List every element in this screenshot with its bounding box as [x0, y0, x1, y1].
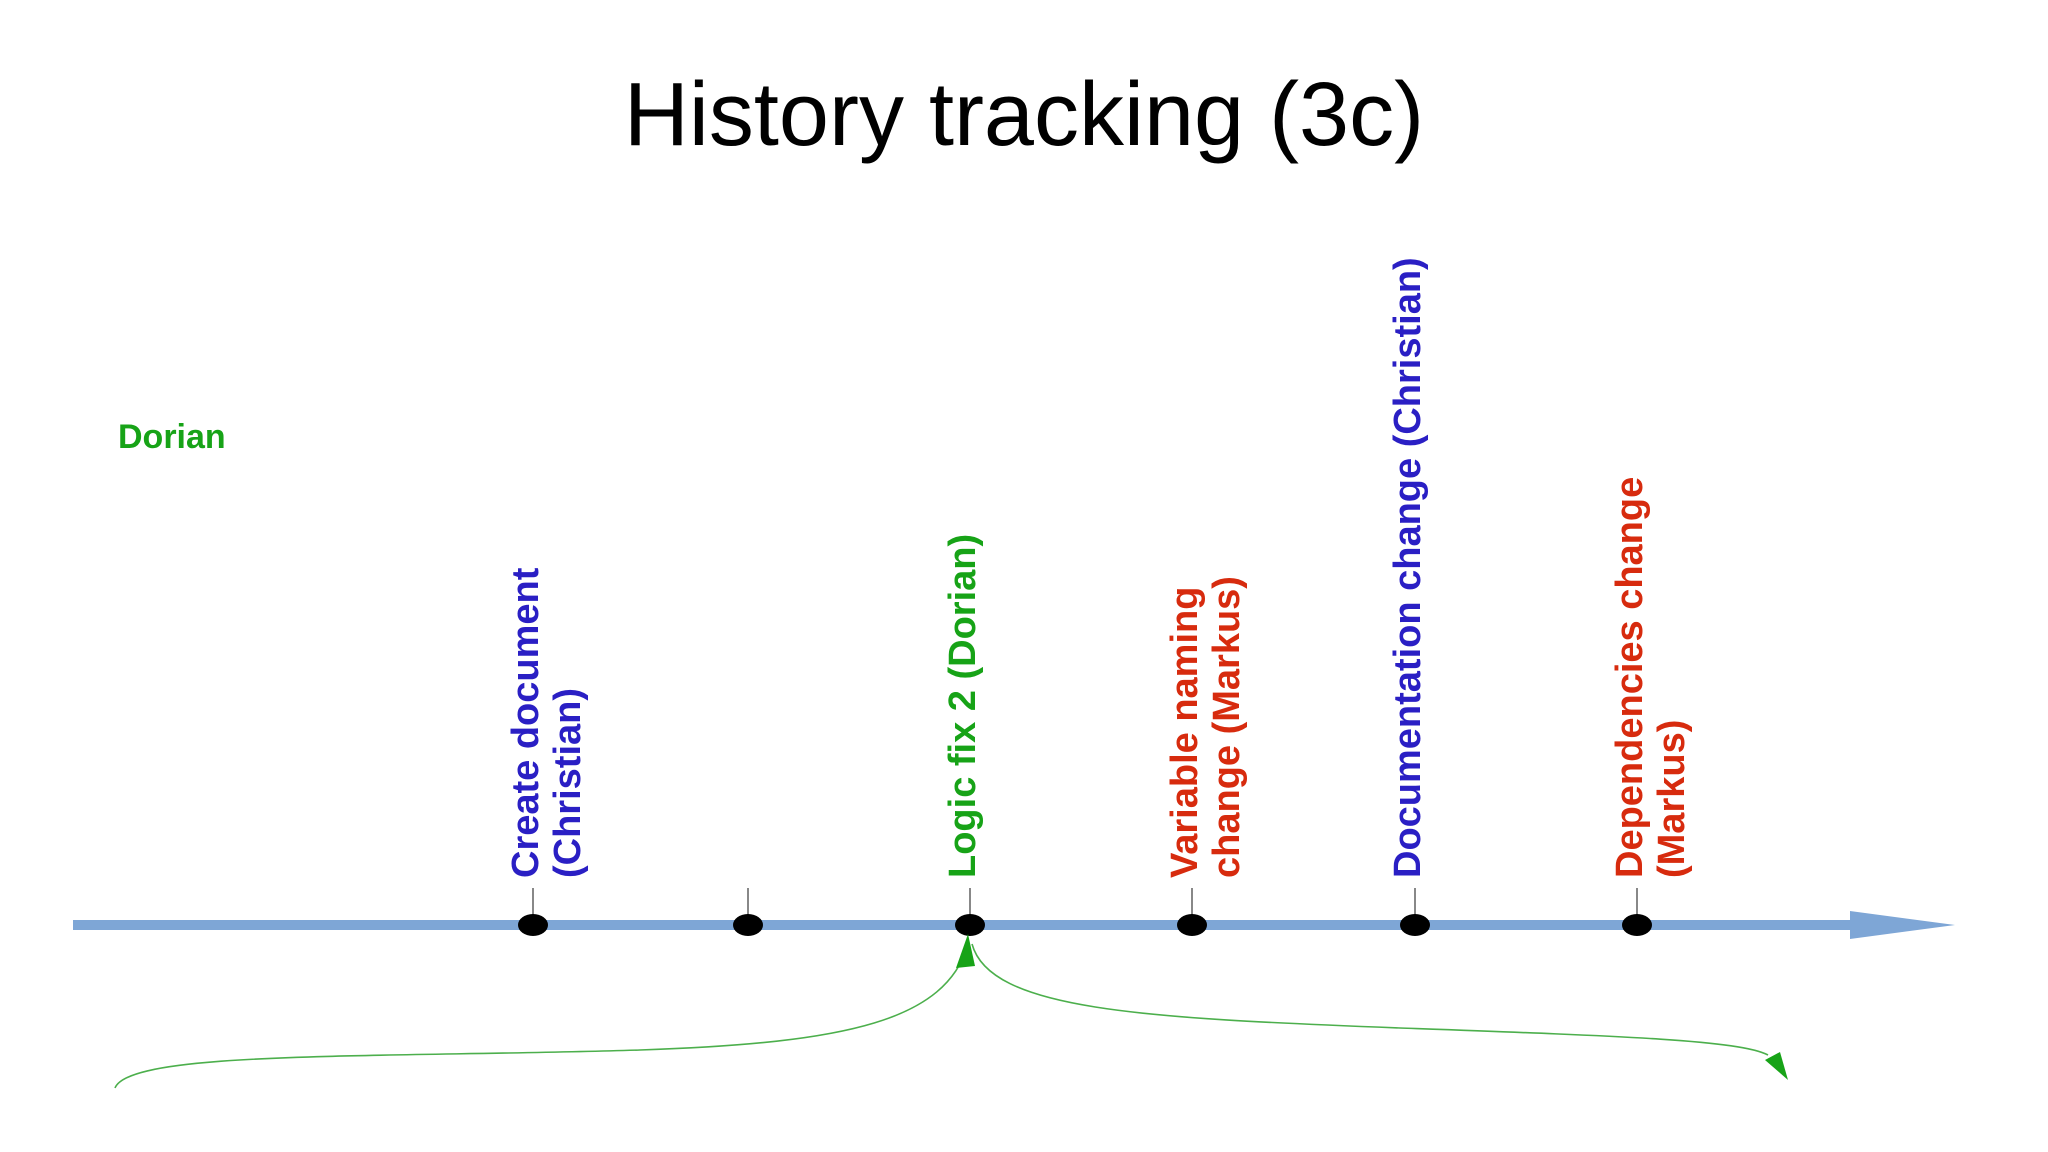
event-label: Variable naming change (Markus) [1164, 576, 1248, 878]
event-label: Create document (Christian) [505, 568, 589, 878]
event-label: Documentation change (Christian) [1387, 257, 1429, 878]
event-dot [1622, 914, 1652, 936]
branch-curve [971, 943, 1769, 1056]
branch-label-dorian: Dorian [118, 418, 226, 456]
event-dot [518, 914, 548, 936]
event-label: Logic fix 2 (Dorian) [942, 534, 984, 878]
branch-curves [114, 934, 1788, 1089]
timeline [73, 911, 1955, 939]
event-label: Dependencies change (Markus) [1609, 477, 1693, 878]
event-label-line: Create document [505, 567, 547, 878]
event-dot [1400, 914, 1430, 936]
event-label-line: Logic fix 2 (Dorian) [942, 533, 984, 878]
event-dots [518, 914, 1652, 936]
event-label-line: change (Markus) [1206, 576, 1248, 878]
event-label-line: Dependencies change [1609, 476, 1651, 878]
event-label-line: Documentation change (Christian) [1387, 257, 1429, 878]
event-dot [733, 914, 763, 936]
merge-curve [114, 944, 969, 1089]
event-ticks [532, 888, 1638, 925]
timeline-arrowhead [1850, 911, 1955, 939]
event-dot [955, 914, 985, 936]
event-label-line: Variable naming [1164, 586, 1206, 878]
merge-arrowhead [956, 934, 975, 968]
branch-arrowhead [1765, 1052, 1788, 1080]
slide-title: History tracking (3c) [623, 65, 1425, 165]
event-dot [1177, 914, 1207, 936]
event-label-line: (Markus) [1651, 719, 1693, 878]
event-label-line: (Christian) [547, 688, 589, 878]
